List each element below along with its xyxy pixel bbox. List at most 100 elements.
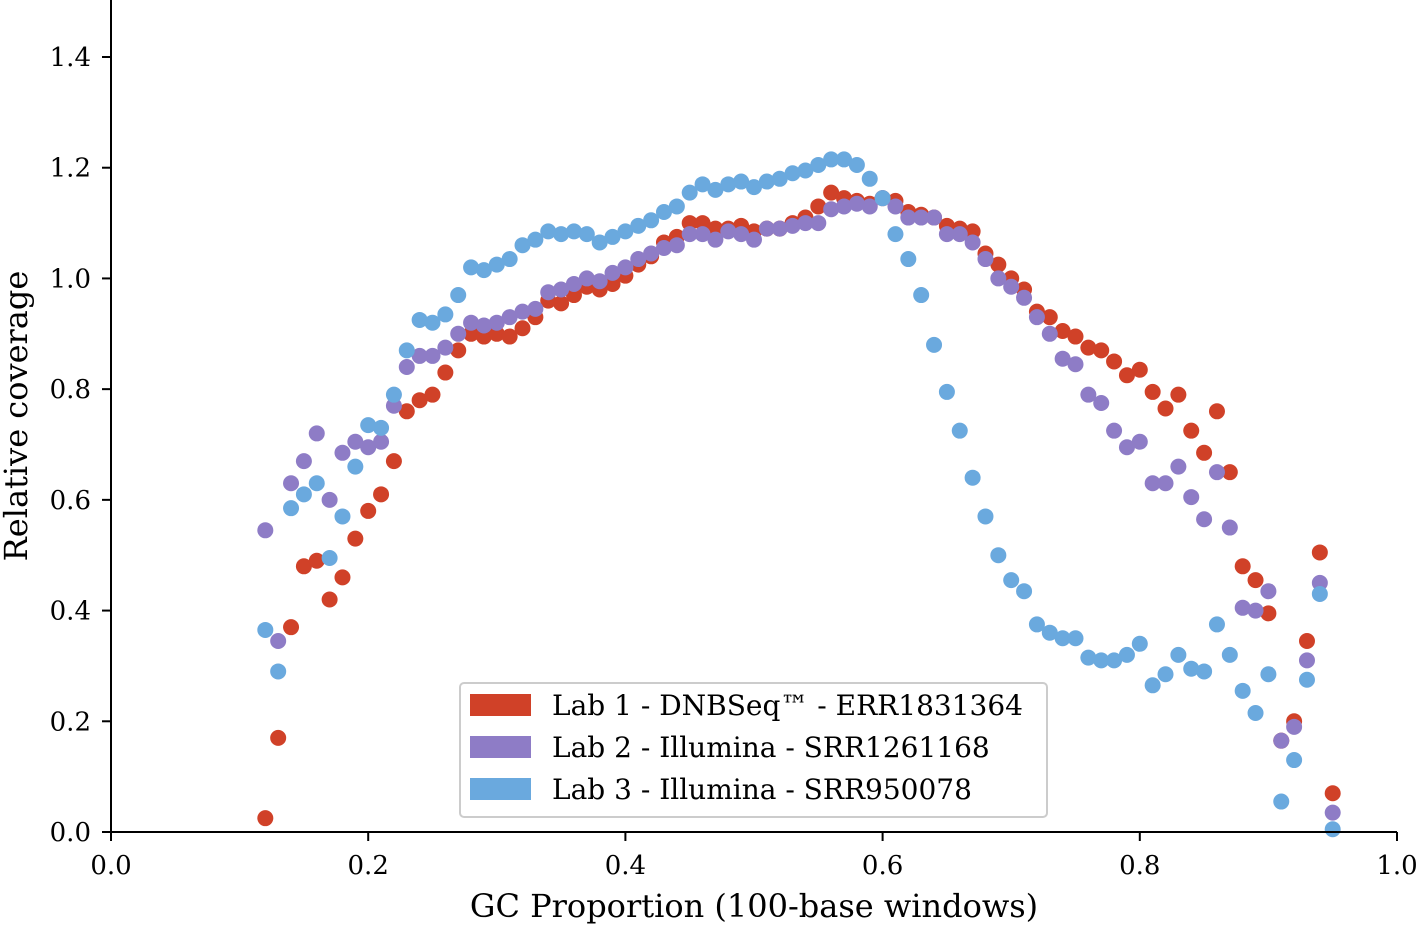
data-point bbox=[257, 522, 274, 539]
data-point bbox=[617, 223, 634, 240]
data-point bbox=[347, 530, 364, 547]
data-point bbox=[810, 198, 827, 215]
data-point bbox=[887, 198, 904, 215]
data-point bbox=[553, 295, 570, 312]
data-point bbox=[848, 156, 865, 173]
data-point bbox=[926, 209, 943, 226]
data-point bbox=[591, 234, 608, 251]
data-point bbox=[1260, 605, 1277, 622]
data-point bbox=[643, 245, 660, 262]
x-tick-label: 1.0 bbox=[1376, 851, 1417, 881]
data-point bbox=[990, 256, 1007, 273]
data-point bbox=[1221, 464, 1238, 481]
data-point bbox=[1298, 671, 1315, 688]
data-point bbox=[797, 215, 814, 232]
data-point bbox=[784, 217, 801, 234]
data-point bbox=[398, 342, 415, 359]
data-point bbox=[424, 386, 441, 403]
data-point bbox=[1208, 464, 1225, 481]
data-point bbox=[1054, 323, 1071, 340]
y-tick-label: 0.0 bbox=[50, 818, 91, 848]
data-point bbox=[1093, 394, 1110, 411]
data-points bbox=[257, 151, 1341, 838]
data-point bbox=[810, 215, 827, 232]
data-point bbox=[604, 264, 621, 281]
legend-swatch bbox=[470, 736, 531, 758]
data-point bbox=[565, 275, 582, 292]
data-point bbox=[1144, 677, 1161, 694]
data-point bbox=[514, 237, 531, 254]
y-ticks: 0.0 0.2 0.4 0.6 0.8 1.0 1.2 1.4 bbox=[50, 43, 111, 848]
legend-swatch bbox=[470, 694, 531, 716]
data-point bbox=[463, 259, 480, 276]
data-point bbox=[1003, 572, 1020, 589]
data-point bbox=[964, 223, 981, 240]
data-point bbox=[565, 287, 582, 304]
data-point bbox=[334, 569, 351, 586]
data-point bbox=[578, 270, 595, 287]
legend-label: Lab 1 - DNBSeq™ - ERR1831364 bbox=[552, 689, 1023, 722]
data-point bbox=[565, 223, 582, 240]
data-point bbox=[771, 220, 788, 237]
data-point bbox=[488, 314, 505, 331]
data-point bbox=[360, 417, 377, 434]
data-point bbox=[475, 317, 492, 334]
data-point bbox=[270, 633, 287, 650]
data-point bbox=[887, 226, 904, 243]
data-point bbox=[758, 173, 775, 190]
data-point bbox=[1298, 633, 1315, 650]
data-point bbox=[1028, 309, 1045, 326]
series-3 bbox=[257, 151, 1341, 838]
data-point bbox=[1234, 682, 1251, 699]
data-point bbox=[1080, 649, 1097, 666]
data-point bbox=[720, 176, 737, 193]
data-point bbox=[836, 198, 853, 215]
data-point bbox=[823, 151, 840, 168]
data-point bbox=[257, 810, 274, 827]
data-point bbox=[836, 151, 853, 168]
data-point bbox=[1041, 309, 1058, 326]
series-1 bbox=[257, 184, 1341, 827]
data-point bbox=[1260, 583, 1277, 600]
data-point bbox=[1286, 718, 1303, 735]
data-point bbox=[1106, 652, 1123, 669]
data-point bbox=[990, 547, 1007, 564]
data-point bbox=[604, 275, 621, 292]
data-point bbox=[347, 433, 364, 450]
data-point bbox=[913, 287, 930, 304]
y-tick-label: 1.4 bbox=[50, 43, 91, 73]
data-point bbox=[938, 226, 955, 243]
data-point bbox=[630, 251, 647, 268]
data-point bbox=[360, 439, 377, 456]
data-point bbox=[501, 251, 518, 268]
data-point bbox=[977, 251, 994, 268]
data-point bbox=[1118, 439, 1135, 456]
legend-label: Lab 2 - Illumina - SRR1261168 bbox=[552, 731, 990, 764]
data-point bbox=[540, 223, 557, 240]
data-point bbox=[668, 198, 685, 215]
data-point bbox=[1234, 599, 1251, 616]
data-point bbox=[1247, 572, 1264, 589]
data-point bbox=[411, 311, 428, 328]
data-point bbox=[1067, 356, 1084, 373]
data-point bbox=[1170, 386, 1187, 403]
data-point bbox=[385, 386, 402, 403]
data-point bbox=[334, 508, 351, 525]
data-point bbox=[1131, 635, 1148, 652]
data-point bbox=[746, 179, 762, 196]
data-point bbox=[668, 237, 685, 254]
data-point bbox=[527, 231, 544, 248]
data-point bbox=[1260, 666, 1277, 683]
data-point bbox=[360, 502, 377, 519]
data-point bbox=[270, 663, 287, 680]
data-point bbox=[784, 165, 801, 182]
data-point bbox=[1016, 583, 1033, 600]
data-point bbox=[1093, 342, 1110, 359]
data-point bbox=[681, 215, 698, 232]
data-point bbox=[488, 256, 505, 273]
data-point bbox=[1170, 458, 1187, 475]
data-point bbox=[900, 209, 917, 226]
data-point bbox=[450, 287, 467, 304]
data-point bbox=[900, 251, 917, 268]
data-point bbox=[1080, 386, 1097, 403]
